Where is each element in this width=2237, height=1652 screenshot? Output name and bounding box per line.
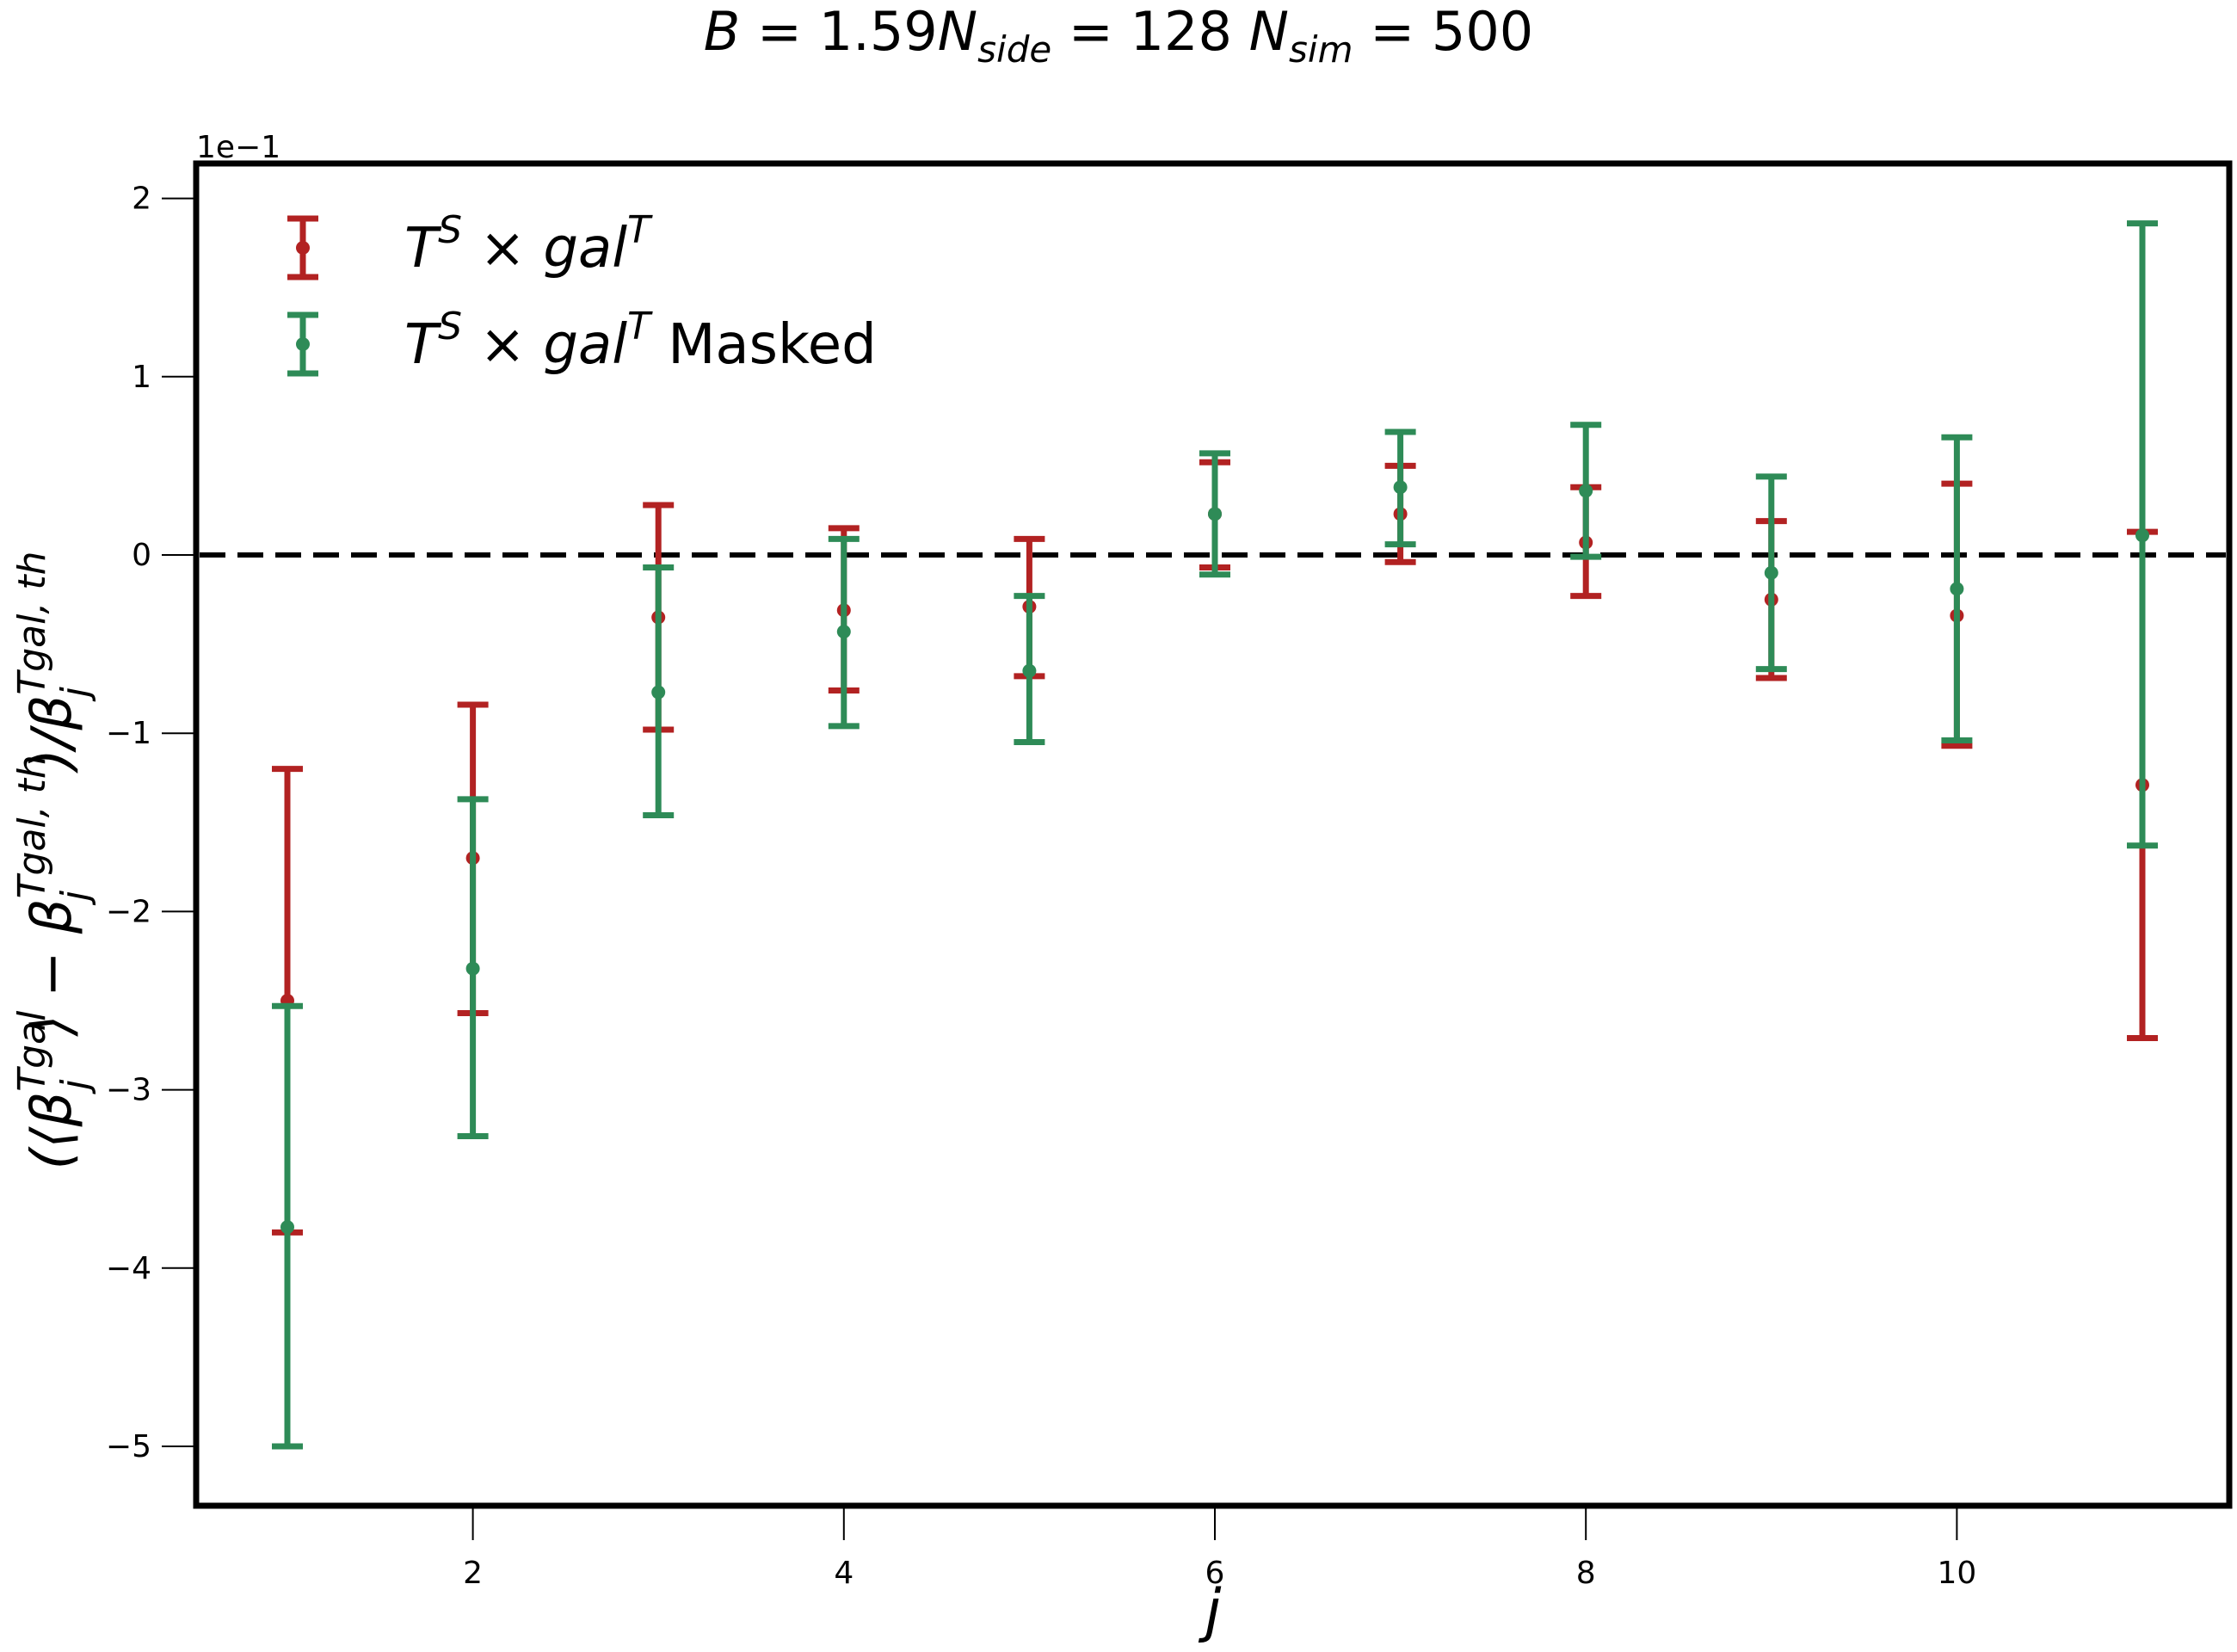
y-tick-label: 2 [132, 182, 151, 217]
legend: TS × galT TS × galT Masked [287, 208, 877, 377]
plot-frame [193, 160, 2233, 1509]
legend-label: TS × galT [404, 208, 653, 280]
y-tick-label: −3 [106, 1073, 151, 1108]
x-tick-label: 10 [1937, 1556, 1976, 1591]
legend-marker-point [296, 241, 310, 255]
y-offset-label: 1e−1 [196, 130, 280, 165]
series-2 [272, 220, 2158, 1450]
y-tick-label: 0 [132, 538, 151, 573]
series-1 [272, 459, 2158, 1236]
data-point [1950, 582, 1964, 596]
data-point [836, 625, 851, 639]
x-tick-label: 2 [463, 1556, 483, 1591]
y-tick-label: −4 [106, 1251, 151, 1286]
y-tick-label: 1 [132, 360, 151, 395]
x-tick-label: 8 [1576, 1556, 1596, 1591]
y-axis-label: (⟨βTgalj⟩ − βTgal, thj)/βTgal, thj [10, 552, 97, 1170]
chart-title: B = 1.59Nside = 128 Nsim = 500 [704, 0, 1533, 71]
data-point [465, 961, 480, 976]
x-axis-label: j [1199, 1577, 1222, 1645]
svg-text:(⟨βTgalj⟩ − βTgal, thj)/βTgal,: (⟨βTgalj⟩ − βTgal, thj)/βTgal, thj [10, 552, 97, 1170]
data-point [280, 1220, 294, 1235]
y-tick-label: −2 [106, 894, 151, 929]
data-point [651, 685, 666, 700]
data-point [1208, 507, 1222, 521]
x-axis-ticks: 2 4 6 8 10 [463, 1506, 1976, 1591]
data-point [1764, 565, 1778, 580]
y-tick-label: −5 [106, 1429, 151, 1464]
legend-entry-1: TS × galT [287, 208, 653, 280]
data-point [1393, 480, 1408, 495]
data-point [2135, 528, 2149, 543]
data-point [1579, 484, 1593, 498]
data-point [1022, 663, 1037, 678]
y-tick-label: −1 [106, 716, 151, 751]
series-layer [272, 220, 2158, 1450]
x-tick-label: 6 [1205, 1556, 1225, 1591]
legend-entry-2: TS × galT Masked [287, 305, 877, 377]
y-axis-ticks: −5 −4 −3 −2 −1 0 1 2 [106, 182, 196, 1464]
legend-marker-point [296, 337, 310, 351]
x-tick-label: 4 [834, 1556, 854, 1591]
legend-label: TS × galT Masked [404, 305, 877, 377]
